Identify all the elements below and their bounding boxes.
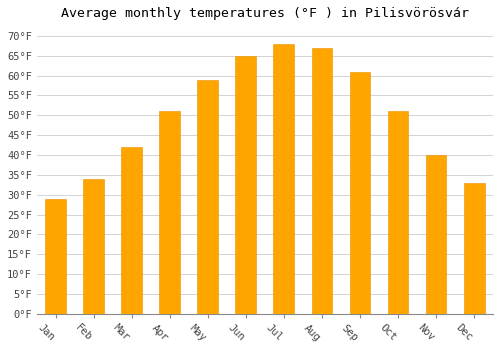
Bar [122, 147, 142, 314]
Bar [350, 72, 370, 314]
Bar [160, 111, 180, 314]
Bar [236, 56, 256, 314]
Bar [198, 80, 218, 314]
Bar [84, 179, 104, 314]
Bar [46, 199, 66, 314]
Bar [312, 48, 332, 314]
Title: Average monthly temperatures (°F ) in Pilisvörösvár: Average monthly temperatures (°F ) in Pi… [61, 7, 469, 20]
Bar [426, 155, 446, 314]
Bar [274, 44, 294, 314]
Bar [464, 183, 484, 314]
Bar [388, 111, 408, 314]
